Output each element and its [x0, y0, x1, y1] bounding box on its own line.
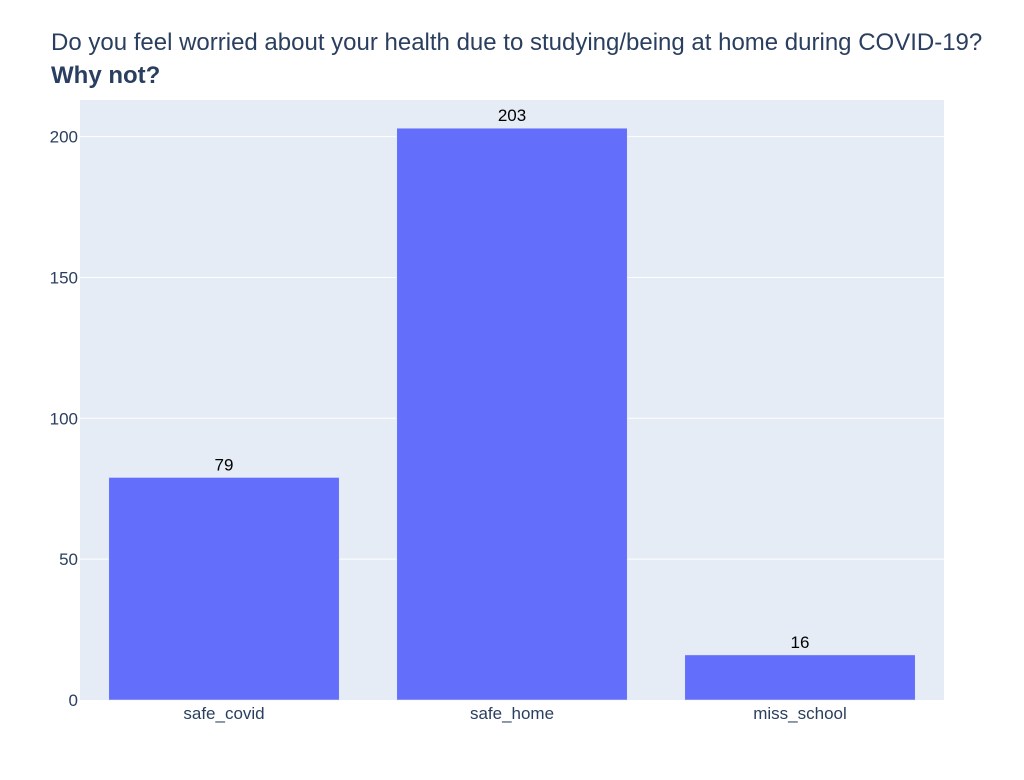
bar-miss_school	[684, 654, 916, 701]
bar-value-label: 203	[498, 106, 526, 125]
x-tick-label: safe_home	[470, 704, 554, 723]
x-tick-label: safe_covid	[183, 704, 264, 723]
bar-data-labels: 79 203 16	[215, 106, 810, 652]
bar-value-label: 79	[215, 455, 234, 474]
y-tick-label: 100	[50, 409, 78, 428]
y-tick-label: 200	[50, 128, 78, 147]
y-tick-label: 0	[69, 691, 78, 710]
y-tick-label: 150	[50, 268, 78, 287]
bar-safe_covid	[108, 477, 340, 701]
bar-safe_home	[396, 127, 628, 701]
y-axis-tick-labels: 0 50 100 150 200	[50, 128, 78, 710]
chart-subtitle: Why not?	[51, 62, 160, 89]
chart-title: Do you feel worried about your health du…	[51, 29, 982, 56]
x-axis-tick-labels: safe_covid safe_home miss_school	[183, 704, 846, 723]
bars	[108, 127, 916, 701]
y-tick-label: 50	[59, 550, 78, 569]
bar-value-label: 16	[791, 633, 810, 652]
x-tick-label: miss_school	[753, 704, 847, 723]
